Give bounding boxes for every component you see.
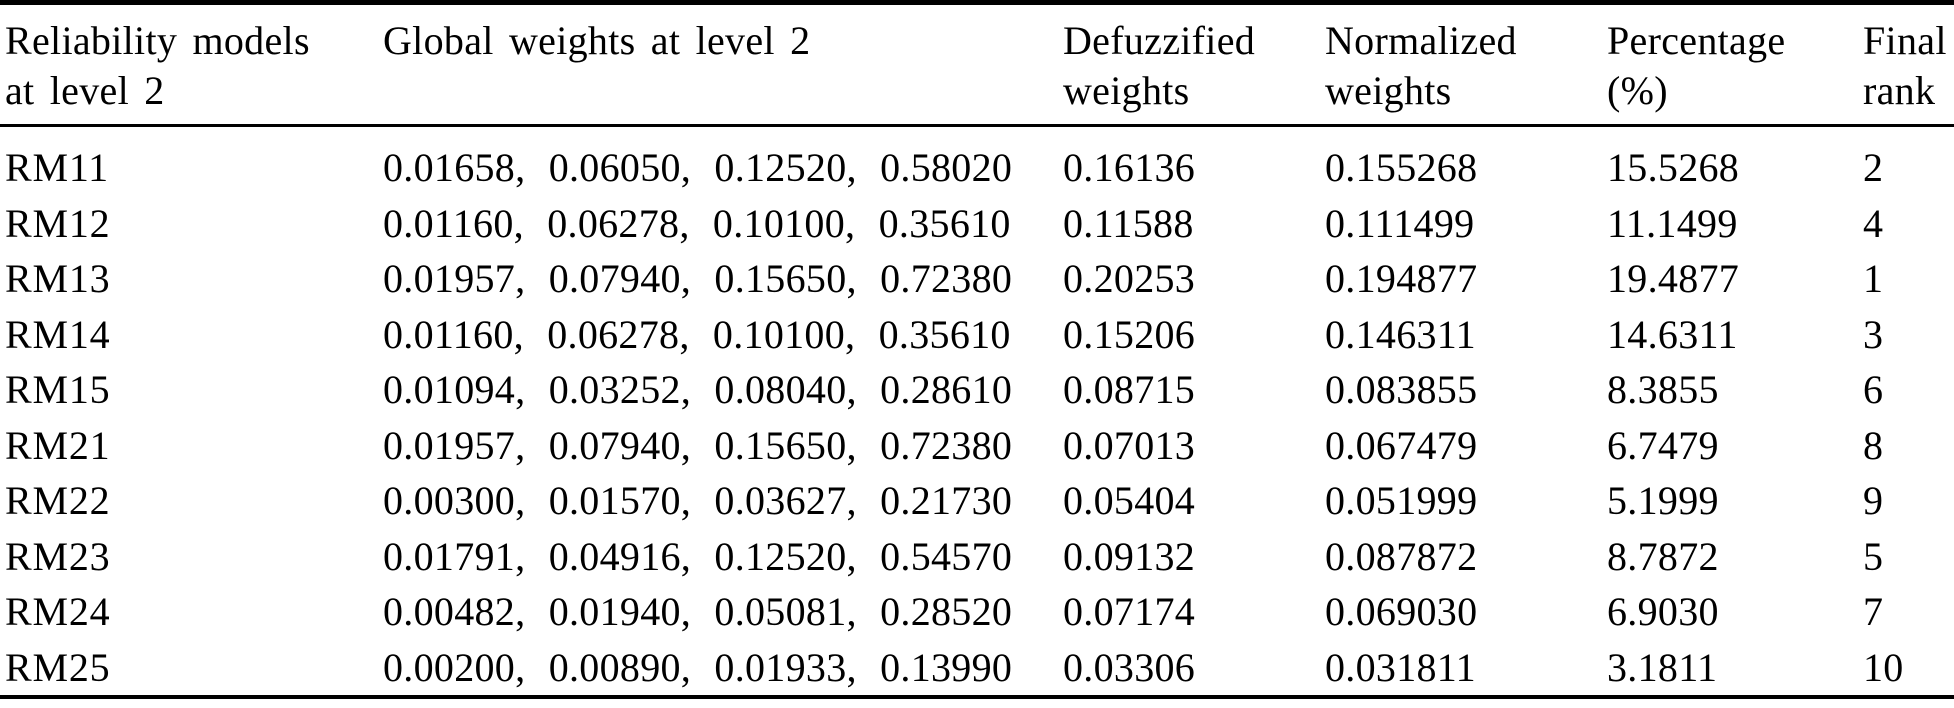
- cell-defuzzified-weight: 0.05404: [1063, 478, 1196, 523]
- cell-final-rank: 6: [1863, 367, 1884, 412]
- cell-global-weights: 0.00482, 0.01940, 0.05081, 0.28520: [383, 589, 1013, 634]
- cell-percentage: 6.9030: [1607, 589, 1719, 634]
- col-header-global-weights: Global weights at level 2: [383, 2, 1063, 127]
- cell-normalized-weight: 0.069030: [1325, 589, 1478, 634]
- col-header-final-rank: Final rank: [1863, 2, 1954, 127]
- cell-global-weights: 0.00300, 0.01570, 0.03627, 0.21730: [383, 478, 1013, 523]
- col-header-line: (%): [1607, 68, 1668, 113]
- table-row: RM21 0.01957, 0.07940, 0.15650, 0.72380 …: [0, 418, 1954, 474]
- cell-normalized-weight: 0.051999: [1325, 478, 1478, 523]
- table-row: RM15 0.01094, 0.03252, 0.08040, 0.28610 …: [0, 362, 1954, 418]
- cell-defuzzified-weight: 0.20253: [1063, 256, 1196, 301]
- col-header-line: weights: [1063, 68, 1190, 113]
- table-row: RM24 0.00482, 0.01940, 0.05081, 0.28520 …: [0, 584, 1954, 640]
- col-header-reliability-models: Reliability models at level 2: [0, 2, 383, 127]
- table-row: RM23 0.01791, 0.04916, 0.12520, 0.54570 …: [0, 529, 1954, 585]
- cell-final-rank: 9: [1863, 478, 1884, 523]
- cell-global-weights: 0.01791, 0.04916, 0.12520, 0.54570: [383, 533, 1013, 579]
- table-row: RM11 0.01658, 0.06050, 0.12520, 0.58020 …: [0, 126, 1954, 196]
- col-header-line: Reliability models: [5, 18, 310, 63]
- table-row: RM14 0.01160, 0.06278, 0.10100, 0.35610 …: [0, 307, 1954, 363]
- cell-defuzzified-weight: 0.03306: [1063, 644, 1196, 690]
- cell-defuzzified-weight: 0.07013: [1063, 422, 1196, 468]
- col-header-line: Percentage: [1607, 18, 1786, 63]
- col-header-defuzzified-weights: Defuzzified weights: [1063, 2, 1325, 127]
- cell-final-rank: 8: [1863, 422, 1884, 468]
- cell-model-id: RM13: [5, 256, 111, 301]
- cell-final-rank: 2: [1863, 145, 1884, 190]
- cell-normalized-weight: 0.067479: [1325, 422, 1478, 468]
- col-header-line: Normalized: [1325, 18, 1517, 63]
- table-row: RM13 0.01957, 0.07940, 0.15650, 0.72380 …: [0, 251, 1954, 307]
- table-header-row: Reliability models at level 2 Global wei…: [0, 2, 1954, 127]
- cell-global-weights: 0.01160, 0.06278, 0.10100, 0.35610: [383, 200, 1011, 246]
- cell-global-weights: 0.00200, 0.00890, 0.01933, 0.13990: [383, 644, 1013, 690]
- cell-defuzzified-weight: 0.09132: [1063, 533, 1196, 579]
- cell-normalized-weight: 0.146311: [1325, 311, 1476, 357]
- cell-percentage: 8.3855: [1607, 367, 1719, 412]
- cell-model-id: RM11: [5, 145, 109, 190]
- cell-defuzzified-weight: 0.07174: [1063, 589, 1196, 634]
- cell-final-rank: 7: [1863, 589, 1884, 634]
- cell-percentage: 14.6311: [1607, 311, 1738, 357]
- cell-defuzzified-weight: 0.11588: [1063, 200, 1194, 246]
- cell-global-weights: 0.01094, 0.03252, 0.08040, 0.28610: [383, 367, 1013, 412]
- table-row: RM22 0.00300, 0.01570, 0.03627, 0.21730 …: [0, 473, 1954, 529]
- cell-final-rank: 10: [1863, 644, 1904, 690]
- table-row: RM12 0.01160, 0.06278, 0.10100, 0.35610 …: [0, 196, 1954, 252]
- cell-final-rank: 3: [1863, 311, 1884, 357]
- cell-final-rank: 5: [1863, 533, 1884, 579]
- cell-model-id: RM25: [5, 644, 111, 690]
- col-header-line: weights: [1325, 68, 1452, 113]
- cell-model-id: RM15: [5, 367, 111, 412]
- cell-model-id: RM23: [5, 533, 111, 579]
- cell-percentage: 11.1499: [1607, 200, 1738, 246]
- cell-defuzzified-weight: 0.15206: [1063, 311, 1196, 357]
- cell-final-rank: 4: [1863, 200, 1884, 246]
- cell-model-id: RM12: [5, 200, 111, 246]
- cell-global-weights: 0.01957, 0.07940, 0.15650, 0.72380: [383, 422, 1013, 468]
- col-header-line: Defuzzified: [1063, 18, 1256, 63]
- cell-normalized-weight: 0.111499: [1325, 200, 1475, 246]
- table-row: RM25 0.00200, 0.00890, 0.01933, 0.13990 …: [0, 640, 1954, 698]
- cell-normalized-weight: 0.194877: [1325, 256, 1478, 301]
- cell-model-id: RM21: [5, 422, 111, 468]
- cell-defuzzified-weight: 0.08715: [1063, 367, 1196, 412]
- cell-global-weights: 0.01658, 0.06050, 0.12520, 0.58020: [383, 145, 1013, 190]
- cell-percentage: 3.1811: [1607, 644, 1718, 690]
- table-body: RM11 0.01658, 0.06050, 0.12520, 0.58020 …: [0, 126, 1954, 698]
- cell-normalized-weight: 0.083855: [1325, 367, 1478, 412]
- col-header-line: rank: [1863, 68, 1936, 113]
- cell-final-rank: 1: [1863, 256, 1884, 301]
- cell-normalized-weight: 0.087872: [1325, 533, 1478, 579]
- col-header-normalized-weights: Normalized weights: [1325, 2, 1607, 127]
- cell-percentage: 6.7479: [1607, 422, 1719, 468]
- col-header-line: at level 2: [5, 68, 165, 113]
- cell-global-weights: 0.01160, 0.06278, 0.10100, 0.35610: [383, 311, 1011, 357]
- cell-normalized-weight: 0.031811: [1325, 644, 1476, 690]
- cell-global-weights: 0.01957, 0.07940, 0.15650, 0.72380: [383, 256, 1013, 301]
- col-header-line: Final: [1863, 18, 1947, 63]
- cell-percentage: 15.5268: [1607, 145, 1740, 190]
- cell-percentage: 5.1999: [1607, 478, 1719, 523]
- cell-model-id: RM22: [5, 478, 111, 523]
- cell-model-id: RM14: [5, 311, 111, 357]
- cell-model-id: RM24: [5, 589, 111, 634]
- cell-defuzzified-weight: 0.16136: [1063, 145, 1196, 190]
- col-header-line: Global weights at level 2: [383, 18, 811, 63]
- cell-percentage: 8.7872: [1607, 533, 1719, 579]
- col-header-percentage: Percentage (%): [1607, 2, 1863, 127]
- table-header: Reliability models at level 2 Global wei…: [0, 2, 1954, 127]
- cell-normalized-weight: 0.155268: [1325, 145, 1478, 190]
- cell-percentage: 19.4877: [1607, 256, 1740, 301]
